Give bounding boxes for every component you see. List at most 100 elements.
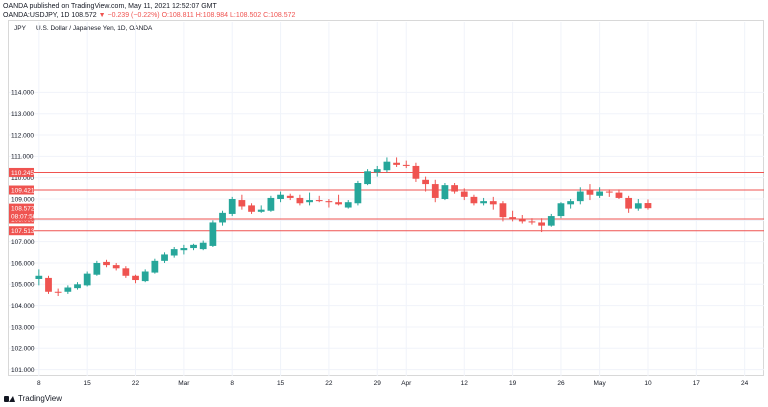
ohlc-line: OANDA:USDJPY, 1D 108.572 ▼ −0.239 (−0.22… (3, 11, 295, 20)
candle-body (489, 201, 497, 205)
x-tick-label: Mar (178, 380, 190, 387)
y-tick-label: 112.000 (11, 132, 34, 139)
candle-body (373, 169, 381, 173)
candle-body (64, 287, 72, 292)
symbol-label: OANDA:USDJPY, 1D (3, 12, 70, 19)
candle-body (335, 202, 342, 205)
candlestick-series (35, 157, 652, 297)
candle-body (112, 265, 120, 269)
level-tag-bg (9, 185, 34, 195)
candle-body (151, 260, 159, 273)
candle-body (35, 275, 43, 279)
level-tag-bg (9, 226, 34, 236)
candle-body (634, 203, 642, 209)
y-tick-label: 103.000 (11, 324, 35, 331)
level-tag-label: 110.245 (11, 170, 34, 177)
open-value: O:108.811 (161, 12, 194, 19)
candle-body (383, 161, 391, 171)
candle-body (538, 222, 545, 226)
low-value: L:108.502 (230, 12, 262, 19)
candle-body (509, 217, 516, 220)
tradingview-logo-icon (4, 395, 15, 403)
candle-body (83, 273, 91, 286)
brand-label: TradingView (18, 394, 63, 403)
candle-body (296, 197, 304, 204)
candle-body (364, 171, 371, 185)
candle-body (306, 200, 313, 203)
last-price: 108.572 (71, 12, 97, 19)
x-tick-label: 12 (461, 380, 469, 387)
high-value: H:108.984 (195, 12, 229, 19)
candle-body (219, 212, 226, 223)
current-price-tag-bg (9, 203, 34, 221)
y-axis: 101.000 102.000 103.000 104.000 105.000 106.0… (11, 90, 35, 374)
change-value: ▼ −0.239 (−0.22%) (98, 12, 160, 19)
x-tick-label: 8 (230, 380, 234, 387)
x-tick-label: 19 (509, 380, 517, 387)
candle-body (180, 248, 188, 251)
candle-body (248, 205, 255, 212)
candle-body (277, 194, 284, 199)
x-tick-label: 29 (374, 380, 382, 387)
candle-body (54, 291, 62, 293)
candle-body (93, 262, 101, 275)
candle-body (605, 191, 613, 193)
level-tag-label: 109.421 (11, 187, 35, 194)
candle-body (209, 222, 217, 246)
x-tick-label: 15 (277, 380, 285, 387)
y-tick-label: 114.000 (11, 90, 34, 97)
y-tick-label: 104.000 (11, 303, 35, 310)
candle-body (238, 200, 246, 207)
candle-body (170, 249, 178, 256)
level-tag-label: 107.513 (11, 228, 35, 235)
unit-label: JPY (14, 25, 27, 32)
candle-body (586, 190, 594, 195)
chart-title: U.S. Dollar / Japanese Yen, 1D, OANDA (36, 25, 153, 32)
candle-body (315, 200, 323, 202)
candle-body (141, 271, 149, 282)
candle-body (344, 202, 352, 208)
x-tick-label: 8 (37, 380, 41, 387)
current-price-tag-label: 08:07:56 (11, 213, 37, 220)
candle-body (470, 196, 478, 204)
candle-body (518, 219, 526, 222)
x-tick-label: 24 (741, 380, 749, 387)
y-tick-label: 110.000 (11, 175, 34, 182)
candle-body (557, 203, 565, 217)
x-tick-label: 17 (693, 380, 701, 387)
candle-body (267, 197, 275, 211)
candle-body (45, 277, 52, 292)
candle-body (161, 254, 168, 261)
chart-frame[interactable] (8, 20, 764, 376)
candle-body (422, 179, 429, 185)
x-tick-label: 22 (325, 380, 333, 387)
x-tick-label: 22 (132, 380, 140, 387)
price-tags: 110.245109.421108.063107.513108.57208:07… (9, 167, 37, 236)
x-tick-label: 10 (644, 380, 652, 387)
close-value: C:108.572 (263, 12, 296, 19)
y-tick-label: 102.000 (11, 346, 35, 353)
candle-body (615, 192, 623, 198)
candle-body (576, 191, 584, 202)
candle-body (567, 201, 575, 205)
level-tag-bg (9, 167, 34, 177)
candle-body (190, 244, 197, 249)
y-tick-label: 107.000 (11, 239, 35, 246)
current-price-tag-label: 108.572 (11, 205, 35, 212)
candle-body (257, 209, 265, 212)
y-tick-label: 106.000 (11, 260, 35, 267)
y-tick-label: 101.000 (11, 367, 35, 374)
grid-lines (9, 22, 764, 376)
chart-header: OANDA published on TradingView.com, May … (3, 2, 295, 20)
candle-body (596, 191, 604, 196)
candle-body (644, 203, 652, 209)
x-tick-label: 26 (557, 380, 565, 387)
candle-body (393, 162, 400, 165)
candle-body (199, 242, 207, 250)
y-tick-label: 111.000 (11, 154, 34, 161)
candle-body (431, 184, 439, 198)
candle-body (286, 195, 294, 198)
candle-body (441, 185, 449, 199)
publish-line: OANDA published on TradingView.com, May … (3, 3, 217, 10)
